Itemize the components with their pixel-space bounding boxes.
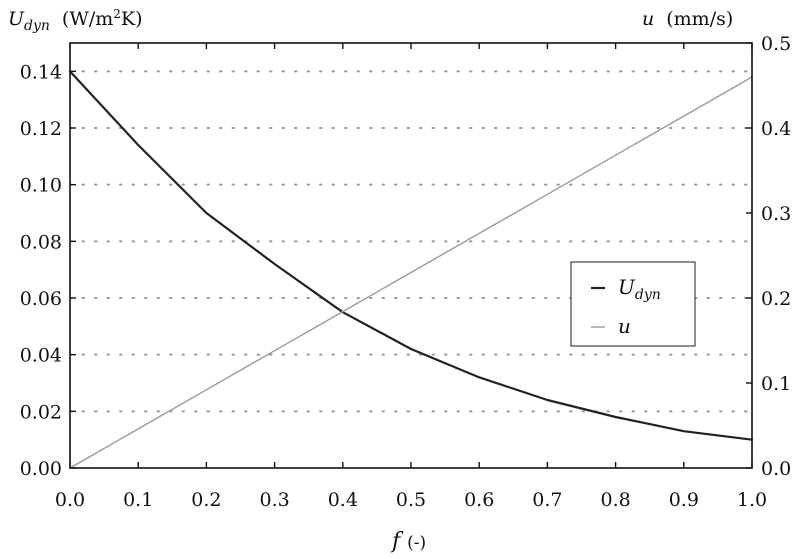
- tick-label-left-0.08: 0.08: [20, 231, 62, 253]
- tick-label-x-0.3: 0.3: [259, 489, 289, 511]
- tick-label-left-0.10: 0.10: [20, 175, 62, 197]
- legend-label-U_dyn: Udyn: [618, 275, 661, 303]
- axis-ticks: [69, 42, 753, 469]
- legend: Udyn u: [570, 261, 696, 347]
- grid-lines: [69, 70, 753, 413]
- series-line-U_dyn: [68, 70, 754, 441]
- tick-label-right-0.5: 0.5: [761, 33, 791, 55]
- tick-label-left-0.12: 0.12: [20, 118, 62, 140]
- tick-label-left-0.06: 0.06: [20, 288, 62, 310]
- legend-box: [570, 261, 696, 347]
- tick-label-right-0.0: 0.0: [761, 458, 791, 480]
- x-axis-title: f (-): [390, 529, 426, 554]
- series-line-u: [69, 76, 753, 469]
- tick-label-right-0.3: 0.3: [761, 203, 791, 225]
- tick-label-x-0.5: 0.5: [396, 489, 426, 511]
- tick-label-x-0.6: 0.6: [464, 489, 494, 511]
- tick-label-x-1.0: 1.0: [737, 489, 767, 511]
- tick-label-left-0.02: 0.02: [20, 401, 62, 423]
- tick-label-x-0.7: 0.7: [532, 489, 562, 511]
- series-layer: [68, 70, 754, 469]
- right-axis-title: u (mm/s): [642, 8, 733, 30]
- left-axis-title: Udyn (W/m2K): [8, 7, 143, 34]
- tick-label-right-0.1: 0.1: [761, 373, 791, 395]
- tick-label-x-0.9: 0.9: [669, 489, 699, 511]
- tick-label-x-0.1: 0.1: [123, 489, 153, 511]
- legend-label-u: u: [618, 314, 631, 338]
- tick-label-x-0.2: 0.2: [191, 489, 221, 511]
- tick-label-right-0.2: 0.2: [761, 288, 791, 310]
- tick-label-x-0.4: 0.4: [328, 489, 358, 511]
- tick-label-x-0.0: 0.0: [55, 489, 85, 511]
- tick-label-x-0.8: 0.8: [600, 489, 630, 511]
- tick-label-left-0.14: 0.14: [20, 61, 62, 83]
- tick-labels: 0.00 0.02 0.04 0.06 0.08 0.10 0.12 0.14 0.0 0.1 0.…: [20, 33, 792, 511]
- plot-frame: [69, 42, 753, 469]
- tick-label-right-0.4: 0.4: [761, 118, 791, 140]
- tick-label-left-0.00: 0.00: [20, 458, 62, 480]
- tick-label-left-0.04: 0.04: [20, 345, 62, 367]
